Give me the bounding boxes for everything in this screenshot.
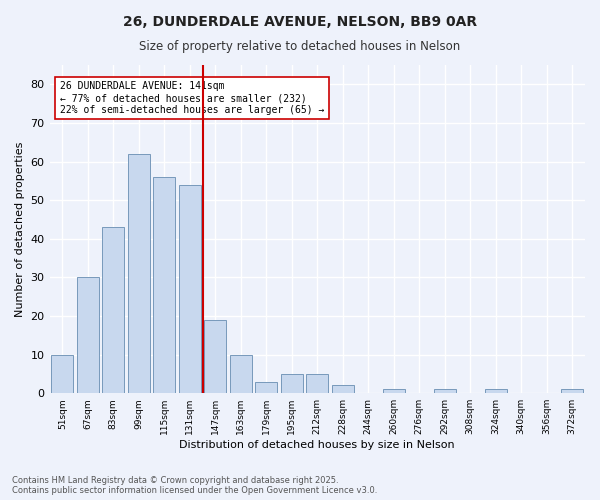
Bar bbox=[205, 320, 226, 393]
Text: Contains HM Land Registry data © Crown copyright and database right 2025.
Contai: Contains HM Land Registry data © Crown c… bbox=[12, 476, 377, 495]
Bar bbox=[154, 177, 175, 393]
Bar bbox=[434, 390, 455, 393]
Bar bbox=[332, 386, 353, 393]
Bar bbox=[77, 278, 98, 393]
Bar bbox=[281, 374, 302, 393]
Bar bbox=[128, 154, 149, 393]
X-axis label: Distribution of detached houses by size in Nelson: Distribution of detached houses by size … bbox=[179, 440, 455, 450]
Bar bbox=[230, 354, 251, 393]
Bar bbox=[485, 390, 506, 393]
Bar bbox=[562, 390, 583, 393]
Y-axis label: Number of detached properties: Number of detached properties bbox=[15, 142, 25, 317]
Text: 26, DUNDERDALE AVENUE, NELSON, BB9 0AR: 26, DUNDERDALE AVENUE, NELSON, BB9 0AR bbox=[123, 15, 477, 29]
Bar bbox=[52, 354, 73, 393]
Bar bbox=[307, 374, 328, 393]
Bar bbox=[103, 227, 124, 393]
Bar bbox=[256, 382, 277, 393]
Text: 26 DUNDERDALE AVENUE: 141sqm
← 77% of detached houses are smaller (232)
22% of s: 26 DUNDERDALE AVENUE: 141sqm ← 77% of de… bbox=[60, 82, 325, 114]
Bar bbox=[383, 390, 404, 393]
Bar bbox=[179, 184, 200, 393]
Text: Size of property relative to detached houses in Nelson: Size of property relative to detached ho… bbox=[139, 40, 461, 53]
